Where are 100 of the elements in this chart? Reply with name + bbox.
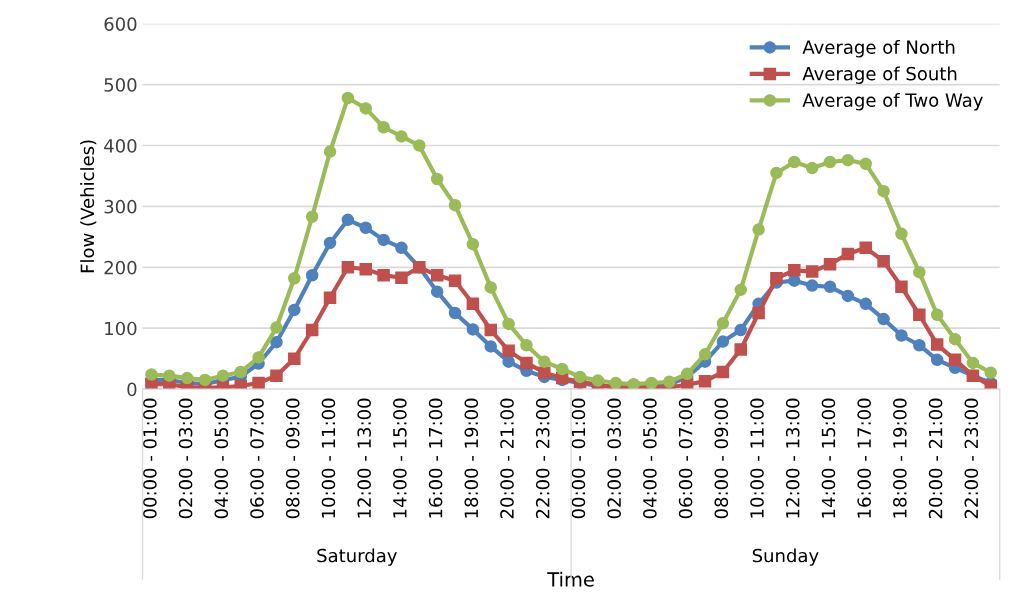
point (734, 343, 747, 356)
point (627, 377, 640, 390)
legend-label: Average of South (802, 66, 957, 84)
x-tick-label: 02:00 - 03:00 (607, 398, 621, 519)
point (752, 223, 765, 236)
point (270, 369, 283, 382)
point (288, 352, 301, 365)
point (930, 338, 944, 351)
y-tick-label: 400 (104, 138, 137, 153)
point (145, 368, 158, 381)
point (180, 371, 194, 385)
point (377, 121, 390, 134)
point (877, 184, 890, 198)
point (841, 153, 855, 167)
point (859, 297, 872, 311)
point (377, 268, 390, 282)
point (877, 312, 890, 326)
x-tick-label: 18:00 - 19:00 (464, 398, 479, 518)
x-tick-label: 12:00 - 13:00 (357, 398, 371, 518)
point (430, 172, 444, 186)
point (520, 338, 533, 352)
point (323, 145, 337, 158)
point (502, 317, 515, 331)
point (377, 233, 390, 247)
x-tick-label: 14:00 - 15:00 (393, 398, 407, 518)
point (413, 139, 426, 152)
point (770, 166, 783, 180)
point (573, 370, 587, 384)
point (948, 332, 962, 346)
x-tick-label: 16:00 - 17:00 (857, 398, 871, 518)
point (288, 303, 301, 317)
point (895, 329, 908, 342)
point (538, 355, 551, 368)
point (859, 241, 872, 255)
point (520, 356, 533, 370)
point (395, 130, 408, 143)
legend-label: Average of North (802, 40, 955, 58)
point (341, 91, 355, 105)
point (930, 308, 944, 322)
point (930, 353, 944, 367)
point (698, 374, 712, 388)
point (430, 268, 444, 282)
x-tick-label: 14:00 - 15:00 (821, 398, 836, 518)
point (698, 348, 712, 361)
point (734, 323, 747, 337)
x-tick-label: 06:00 - 07:00 (250, 398, 264, 519)
x-tick-label: 00:00 - 01:00 (571, 398, 586, 519)
point (270, 321, 283, 334)
point (895, 227, 908, 241)
point (395, 271, 408, 284)
text: Sunday (752, 548, 819, 566)
point (948, 353, 962, 367)
x-tick-label: 08:00 - 09:00 (285, 398, 300, 519)
point (305, 268, 319, 282)
x-tick-label: 16:00 - 17:00 (428, 398, 443, 518)
point (466, 237, 480, 251)
point (502, 344, 515, 357)
text: Saturday (317, 548, 397, 566)
point (341, 261, 355, 274)
point (913, 265, 926, 279)
point (877, 254, 890, 268)
point (841, 247, 855, 261)
point (305, 323, 319, 337)
point (823, 258, 837, 271)
point (788, 155, 801, 169)
point (359, 221, 372, 234)
x-tick-label: 10:00 - 11:00 (750, 398, 764, 518)
point (252, 351, 265, 364)
x-tick-label: 06:00 - 07:00 (678, 398, 693, 519)
x-tick-label: 04:00 - 05:00 (643, 398, 657, 519)
point (288, 272, 301, 285)
point (270, 335, 283, 349)
point (466, 297, 480, 311)
y-axis-title: Flow (Vehicles) (80, 140, 97, 273)
point (913, 338, 926, 352)
y-tick-label: 600 (104, 17, 137, 31)
point (859, 157, 872, 171)
point (805, 161, 819, 175)
x-tick-label: 10:00 - 11:00 (321, 398, 336, 518)
point (734, 283, 747, 297)
point (448, 274, 462, 287)
point (966, 356, 980, 370)
point (252, 376, 265, 390)
x-tick-label: 04:00 - 05:00 (214, 398, 229, 519)
point (788, 264, 801, 277)
x-tick-label: 02:00 - 03:00 (178, 398, 193, 519)
point (484, 281, 497, 294)
point (913, 308, 926, 322)
point (716, 317, 730, 330)
x-tick-label: 12:00 - 13:00 (785, 398, 800, 518)
x-tick-label: 22:00 - 23:00 (535, 398, 550, 519)
point (752, 306, 765, 320)
y-tick-label: 300 (104, 199, 137, 214)
y-tick-label: 0 (127, 382, 137, 397)
y-tick-label: 100 (105, 321, 137, 336)
point (555, 362, 569, 376)
point (448, 306, 462, 320)
point (841, 289, 855, 303)
point (466, 323, 480, 336)
point (163, 369, 176, 382)
